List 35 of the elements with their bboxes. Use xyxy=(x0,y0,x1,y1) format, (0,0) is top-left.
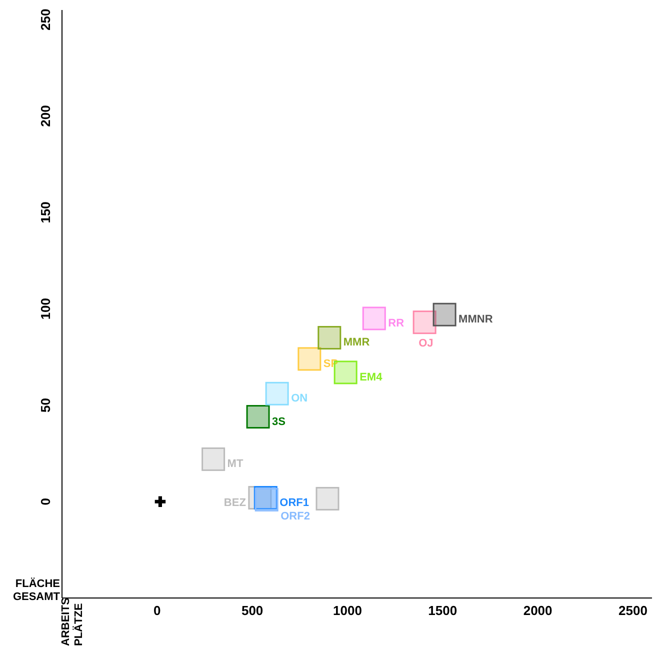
point xyxy=(202,447,226,471)
point xyxy=(154,496,166,507)
x-tick-label: 2500 xyxy=(618,603,648,618)
series-label: ON xyxy=(291,392,308,405)
series-label: OJ xyxy=(418,337,434,350)
series-label: RR xyxy=(388,317,404,330)
series-label: EM4 xyxy=(360,371,384,384)
series-label: 3S xyxy=(272,416,286,428)
y-tick-label: 150 xyxy=(38,202,53,224)
series-label: BEZ xyxy=(224,496,246,509)
point xyxy=(246,405,270,429)
x-tick-label: 1500 xyxy=(428,603,458,618)
series-label: MT xyxy=(227,458,244,470)
point xyxy=(316,486,340,510)
y-tick-label: 100 xyxy=(38,298,53,320)
point xyxy=(412,310,436,334)
series-label: MMR xyxy=(343,336,370,349)
point xyxy=(318,326,342,350)
x-tick-label: 1000 xyxy=(333,603,362,618)
series-label: ORF1 xyxy=(280,496,309,509)
series-label: MMNR xyxy=(458,314,493,326)
x-tick-label: 2000 xyxy=(523,603,552,618)
y-tick-label: 250 xyxy=(38,8,53,30)
series-label: ORF2 xyxy=(280,510,310,523)
point xyxy=(298,347,322,371)
y-tick-label: 50 xyxy=(38,398,53,412)
point xyxy=(362,306,386,330)
y-axis-title: ARBEITS PLÄTZE xyxy=(60,598,86,646)
point xyxy=(432,302,456,326)
x-tick-label: 0 xyxy=(154,603,161,618)
y-tick-label: 0 xyxy=(38,498,53,506)
x-tick-label: 500 xyxy=(241,603,264,618)
y-tick-label: 200 xyxy=(38,105,53,127)
point xyxy=(265,382,289,406)
x-axis-title: FLÄCHE GESAMT xyxy=(12,578,60,604)
